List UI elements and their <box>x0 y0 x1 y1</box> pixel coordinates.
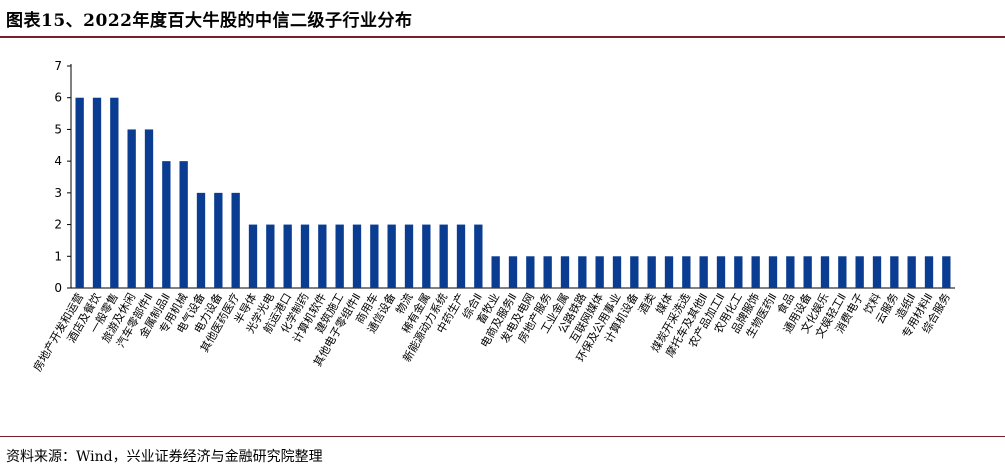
bar <box>300 224 310 288</box>
source-note: 资料来源：Wind，兴业证券经济与金融研究院整理 <box>6 449 323 465</box>
bar <box>335 224 344 288</box>
bar <box>682 256 691 288</box>
bar <box>179 161 188 288</box>
bar <box>872 256 882 288</box>
bar <box>248 224 258 288</box>
y-tick-label: 5 <box>54 122 62 136</box>
bar <box>630 256 639 288</box>
bar <box>526 256 535 288</box>
bar <box>404 224 414 288</box>
y-tick-label: 6 <box>54 91 62 105</box>
bar <box>231 192 240 288</box>
bar <box>942 256 951 288</box>
bar <box>456 224 466 288</box>
bar <box>838 256 847 288</box>
y-tick-label: 0 <box>54 281 62 295</box>
bar <box>924 256 934 288</box>
bar <box>647 256 656 288</box>
bar <box>162 161 171 288</box>
bar <box>699 256 708 288</box>
bar-chart: 01234567房地产开发和运营酒店及餐饮一般零售旅游及休闲汽车零部件Ⅱ金属制品… <box>30 59 955 374</box>
bar <box>283 224 292 288</box>
bar <box>318 224 327 288</box>
bar <box>907 256 916 288</box>
bar <box>803 256 812 288</box>
title-rule <box>0 36 1005 38</box>
bar <box>422 224 431 288</box>
bar <box>110 97 119 288</box>
bar <box>595 256 604 288</box>
chart-title: 图表15、2022年度百大牛股的中信二级子行业分布 <box>6 11 413 31</box>
bar <box>768 256 778 288</box>
bar <box>75 97 84 288</box>
y-tick-label: 3 <box>54 186 62 200</box>
bar <box>664 256 674 288</box>
bar <box>855 256 864 288</box>
bar <box>352 224 362 288</box>
x-tick-label: 酒类 <box>635 291 658 317</box>
bar <box>92 97 102 288</box>
bar <box>214 192 223 288</box>
bar <box>387 224 396 288</box>
bar <box>144 129 154 288</box>
bar <box>820 256 830 288</box>
bar <box>508 256 518 288</box>
y-tick-label: 7 <box>54 59 62 73</box>
bar <box>127 129 136 288</box>
y-tick-label: 4 <box>54 154 62 168</box>
bar <box>560 256 570 288</box>
bar <box>734 256 743 288</box>
bar <box>751 256 760 288</box>
bar <box>890 256 899 288</box>
y-tick-label: 1 <box>54 249 62 263</box>
bar <box>612 256 622 288</box>
bar <box>474 224 483 288</box>
bar <box>491 256 500 288</box>
footer-rule <box>0 436 1005 437</box>
bar <box>370 224 379 288</box>
bar <box>439 224 448 288</box>
bar <box>543 256 552 288</box>
bar <box>196 192 206 288</box>
y-tick-label: 2 <box>54 218 62 232</box>
bar <box>786 256 795 288</box>
bar <box>266 224 275 288</box>
bar <box>716 256 726 288</box>
bar <box>578 256 587 288</box>
